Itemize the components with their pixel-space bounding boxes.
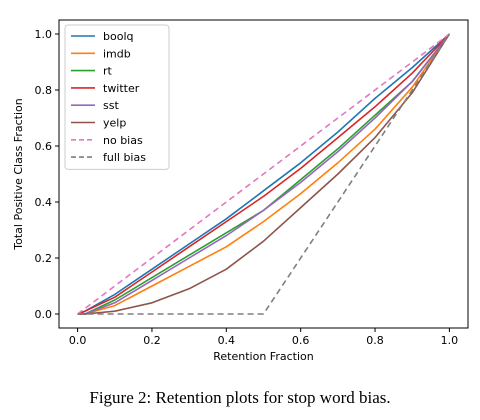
- series-line-imdb: [77, 33, 451, 315]
- legend-box: [64, 24, 170, 170]
- figure-caption: Figure 2: Retention plots for stop word …: [89, 388, 391, 407]
- x-tick-label: 0.0: [69, 334, 87, 347]
- legend-label: rt: [103, 65, 113, 78]
- legend-label: imdb: [103, 47, 131, 60]
- series-line-full-bias: [77, 33, 451, 315]
- x-tick-label: 0.2: [143, 334, 161, 347]
- y-tick-label: 1.0: [35, 28, 53, 41]
- y-tick-label: 0.8: [35, 84, 53, 97]
- legend-label: yelp: [103, 117, 126, 130]
- y-tick-label: 0.0: [35, 308, 53, 321]
- legend-label: twitter: [103, 82, 140, 95]
- y-axis-label: Total Positive Class Fraction: [12, 98, 25, 250]
- retention-line-chart: 0.0 0.2 0.4 0.6 0.8 1.0 0.0 0.2 0.4 0.6 0.8 1.0 Rete…: [12, 19, 469, 363]
- series-line-yelp: [77, 33, 451, 315]
- legend-label: no bias: [103, 134, 143, 147]
- series-line-twitter: [77, 33, 450, 315]
- y-tick-label: 0.6: [35, 140, 53, 153]
- series-line-boolq: [77, 33, 450, 315]
- legend-label: full bias: [103, 151, 146, 164]
- x-tick-label: 0.8: [366, 334, 384, 347]
- legend: boolq imdb rt twitter sst yelp no bias full bia…: [64, 24, 170, 170]
- legend-label: boolq: [103, 30, 133, 43]
- x-tick-label: 1.0: [441, 334, 459, 347]
- plot-frame: [58, 19, 469, 329]
- x-axis-label: Retention Fraction: [213, 350, 313, 363]
- legend-label: sst: [103, 99, 119, 112]
- x-tick-label: 0.6: [292, 334, 310, 347]
- x-tick-label: 0.4: [218, 334, 236, 347]
- series-line-rt: [77, 33, 451, 315]
- series-line-sst: [77, 33, 451, 315]
- y-tick-label: 0.2: [35, 252, 53, 265]
- y-tick-label: 0.4: [35, 196, 53, 209]
- series-line-no-bias: [77, 33, 450, 315]
